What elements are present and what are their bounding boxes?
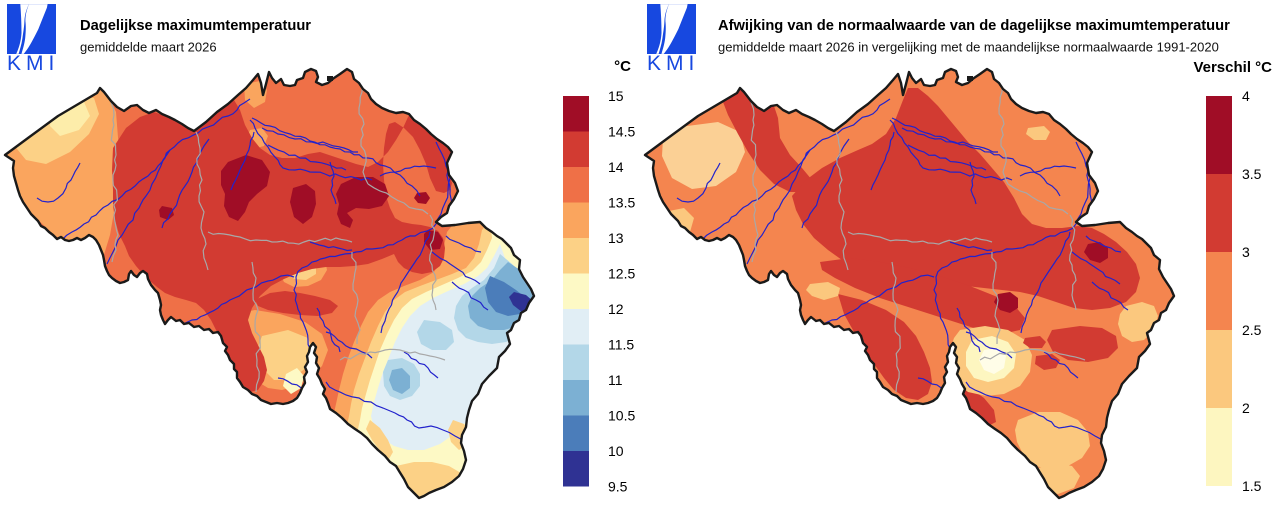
svg-text:3.5: 3.5 bbox=[1242, 166, 1262, 182]
svg-text:3: 3 bbox=[1242, 244, 1250, 260]
svg-text:gemiddelde maart 2026: gemiddelde maart 2026 bbox=[80, 40, 217, 55]
svg-text:°C: °C bbox=[614, 58, 631, 75]
svg-text:12: 12 bbox=[608, 301, 624, 317]
svg-text:Dagelijkse maximumtemperatuur: Dagelijkse maximumtemperatuur bbox=[80, 18, 311, 34]
svg-text:Verschil °C: Verschil °C bbox=[1193, 59, 1272, 76]
svg-text:9.5: 9.5 bbox=[608, 479, 628, 495]
svg-text:10.5: 10.5 bbox=[608, 408, 635, 424]
svg-text:gemiddelde maart 2026 in verge: gemiddelde maart 2026 in vergelijking me… bbox=[718, 40, 1219, 55]
svg-text:13: 13 bbox=[608, 230, 624, 246]
svg-text:11: 11 bbox=[608, 372, 623, 388]
svg-text:2: 2 bbox=[1242, 400, 1250, 416]
svg-text:KMI: KMI bbox=[7, 52, 59, 75]
svg-text:4: 4 bbox=[1242, 88, 1250, 104]
svg-text:12.5: 12.5 bbox=[608, 266, 635, 282]
svg-text:15: 15 bbox=[608, 88, 624, 104]
svg-text:1.5: 1.5 bbox=[1242, 478, 1262, 494]
svg-text:14.5: 14.5 bbox=[608, 124, 635, 140]
svg-text:KMI: KMI bbox=[647, 52, 699, 75]
svg-text:Afwijking van de normaalwaarde: Afwijking van de normaalwaarde van de da… bbox=[718, 18, 1230, 34]
svg-text:14: 14 bbox=[608, 159, 624, 175]
svg-text:2.5: 2.5 bbox=[1242, 322, 1262, 338]
svg-text:13.5: 13.5 bbox=[608, 195, 635, 211]
svg-text:10: 10 bbox=[608, 443, 624, 459]
svg-text:11.5: 11.5 bbox=[608, 337, 634, 353]
